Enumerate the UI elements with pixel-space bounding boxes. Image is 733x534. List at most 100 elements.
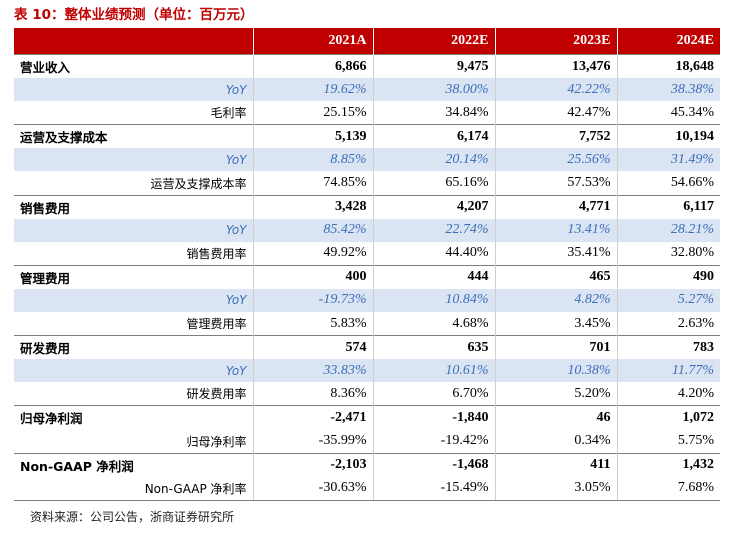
table-row-main: 管理费用 400 444 465 490 [14,264,720,289]
row-label: YoY [14,78,253,102]
value-cell: 33.83% [252,359,373,383]
table-body: 营业收入 6,866 9,475 13,476 18,648 YoY 19.62% 38.00… [14,54,720,501]
row-label: 营业收入 [14,54,253,79]
value-cell: 4,207 [372,194,495,219]
table-row-main: 销售费用 3,428 4,207 4,771 6,117 [14,194,720,219]
value-cell: 783 [616,335,720,360]
value-cell: 5.20% [494,382,617,406]
header-row: 2021A 2022E 2023E 2024E [14,28,720,55]
table-row-rate: 销售费用率 49.92% 44.40% 35.41% 32.80% [14,241,720,266]
row-label: 运营及支撑成本 [14,124,253,149]
value-cell: 574 [252,335,373,360]
value-cell: -35.99% [252,429,373,454]
value-cell: 444 [372,264,495,289]
row-label: 毛利率 [210,106,247,121]
row-label: 管理费用率 [186,317,247,332]
value-cell: 18,648 [616,54,720,79]
value-cell: 4.68% [372,312,495,336]
value-cell: 6.70% [372,382,495,406]
value-cell: 8.85% [252,148,373,172]
value-cell: 28.21% [616,218,720,242]
value-cell: 49.92% [252,241,373,266]
row-label: Non-GAAP 净利润 [14,452,253,477]
value-cell: -2,471 [252,405,373,430]
table-row-main: Non-GAAP 净利润 -2,103 -1,468 411 1,432 [14,452,720,477]
value-cell: 10.61% [372,359,495,383]
row-label: YoY [14,218,253,242]
row-label: 归母净利润 [14,405,253,430]
value-cell: 3,428 [252,194,373,219]
value-cell: -1,468 [372,452,495,477]
value-cell: 4,771 [494,194,617,219]
table-row-yoy: YoY -19.73% 10.84% 4.82% 5.27% [14,288,720,313]
row-label: 研发费用率 [186,387,247,402]
value-cell: 54.66% [616,171,720,196]
value-cell: 635 [372,335,495,360]
value-cell: 8.36% [252,382,373,406]
value-cell: 44.40% [372,241,495,266]
value-cell: 25.56% [494,148,617,172]
row-label: 销售费用率 [186,246,247,261]
table-row-yoy: YoY 19.62% 38.00% 42.22% 38.38% [14,78,720,102]
value-cell: -1,840 [372,405,495,430]
value-cell: 46 [494,405,617,430]
source-note: 资料来源：公司公告，浙商证券研究所 [30,510,235,524]
value-cell: 411 [494,452,617,477]
value-cell: 1,432 [616,452,720,477]
row-label: YoY [14,359,253,383]
row-label: 运营及支撑成本率 [150,176,247,191]
table-row-rate: 毛利率 25.15% 34.84% 42.47% 45.34% [14,101,720,125]
value-cell: 25.15% [252,101,373,125]
row-label: 归母净利率 [186,434,247,449]
value-cell: -19.42% [372,429,495,454]
value-cell: -2,103 [252,452,373,477]
header-cell-2024e: 2024E [616,28,720,55]
value-cell: 465 [494,264,617,289]
value-cell: 400 [252,264,373,289]
value-cell: 19.62% [252,78,373,102]
value-cell: 38.38% [616,78,720,102]
table-row-yoy: YoY 8.85% 20.14% 25.56% 31.49% [14,148,720,172]
row-label: Non-GAAP 净利率 [14,476,253,501]
table-title: 表 10：整体业绩预测（单位：百万元） [14,7,254,23]
forecast-table: 2021A 2022E 2023E 2024E 营业收入 6,866 9,475 13… [14,28,720,501]
value-cell: 11.77% [616,359,720,383]
table-row-rate: 运营及支撑成本率 74.85% 65.16% 57.53% 54.66% [14,171,720,196]
row-label: 研发费用 [14,335,253,360]
value-cell: -19.73% [252,288,373,313]
value-cell: 701 [494,335,617,360]
value-cell: 38.00% [372,78,495,102]
row-label: YoY [14,148,253,172]
value-cell: 22.74% [372,218,495,242]
header-cell-2022e: 2022E [372,28,495,55]
table-row-rate: 研发费用率 8.36% 6.70% 5.20% 4.20% [14,382,720,406]
value-cell: 3.05% [494,476,617,501]
value-cell: 490 [616,264,720,289]
table-row-main: 研发费用 574 635 701 783 [14,335,720,360]
value-cell: 32.80% [616,241,720,266]
value-cell: -15.49% [372,476,495,501]
table-row-yoy: YoY 85.42% 22.74% 13.41% 28.21% [14,218,720,242]
value-cell: 13,476 [494,54,617,79]
value-cell: 5.75% [616,429,720,454]
table-row-main: 营业收入 6,866 9,475 13,476 18,648 [14,54,720,79]
value-cell: 2.63% [616,312,720,336]
value-cell: 20.14% [372,148,495,172]
row-label: 销售费用 [14,194,253,219]
value-cell: 85.42% [252,218,373,242]
value-cell: 13.41% [494,218,617,242]
value-cell: 9,475 [372,54,495,79]
value-cell: 35.41% [494,241,617,266]
value-cell: 45.34% [616,101,720,125]
table-row-yoy: YoY 33.83% 10.61% 10.38% 11.77% [14,359,720,383]
table-row-rate: 管理费用率 5.83% 4.68% 3.45% 2.63% [14,312,720,336]
value-cell: 7.68% [616,476,720,501]
value-cell: 4.20% [616,382,720,406]
table-row-main: 运营及支撑成本 5,139 6,174 7,752 10,194 [14,124,720,149]
value-cell: 4.82% [494,288,617,313]
value-cell: 65.16% [372,171,495,196]
value-cell: 5.83% [252,312,373,336]
value-cell: 0.34% [494,429,617,454]
value-cell: 10.84% [372,288,495,313]
value-cell: 5.27% [616,288,720,313]
